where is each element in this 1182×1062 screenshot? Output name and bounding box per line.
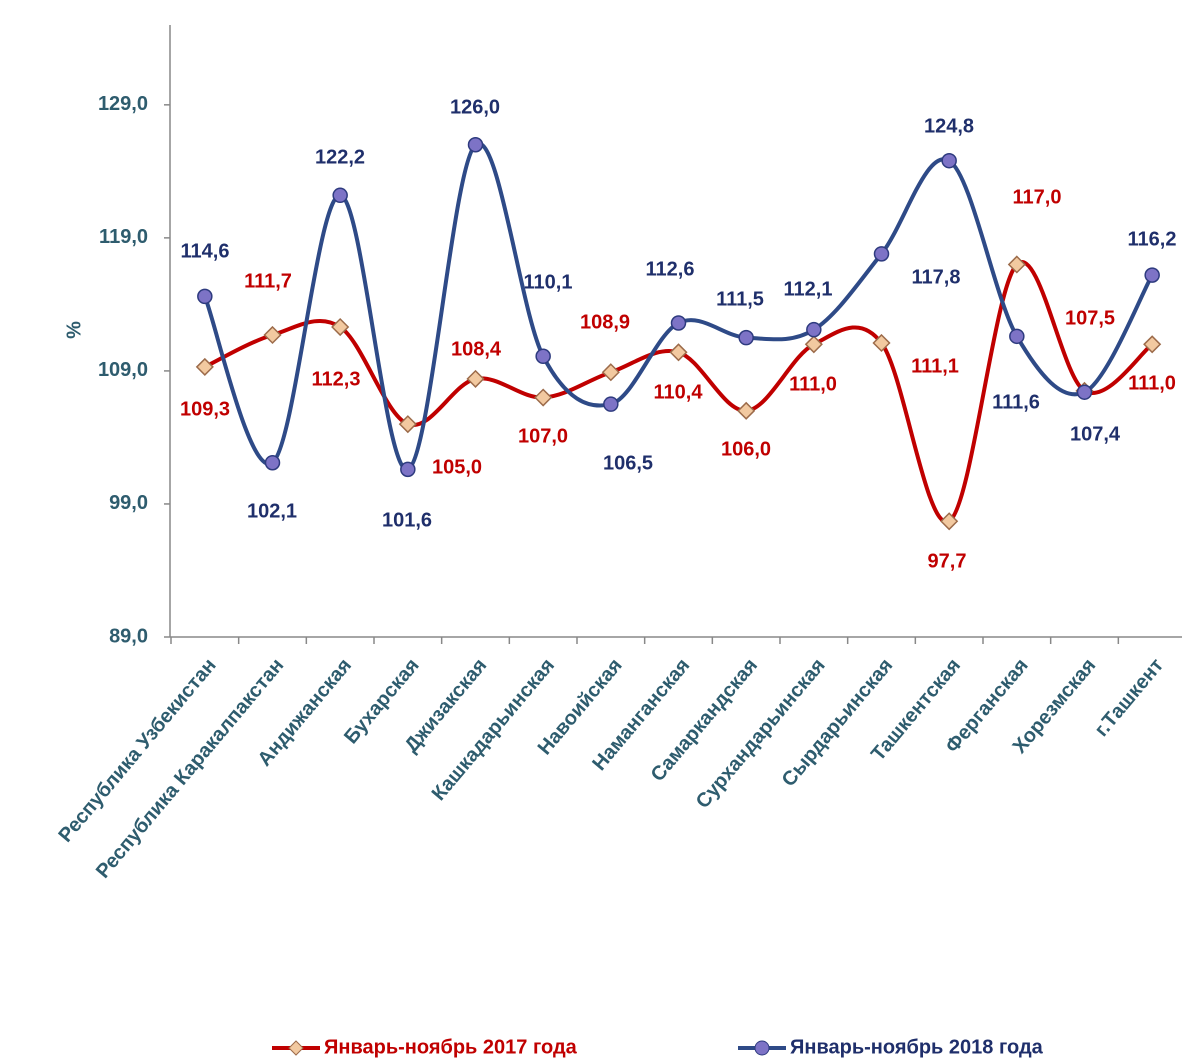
data-label: 106,5 [603,452,653,474]
legend-label: Январь-ноябрь 2017 года [324,1036,578,1058]
marker [601,363,620,382]
data-label: 97,7 [928,550,967,572]
data-label: 110,4 [654,381,704,403]
data-label: 111,5 [716,288,764,310]
marker [400,461,416,478]
data-label: 111,7 [244,270,292,292]
data-label: 112,3 [312,368,361,390]
marker [669,343,688,362]
data-label: 112,1 [784,278,833,300]
data-label: 105,0 [432,456,482,478]
marker [263,325,282,345]
marker [738,329,754,346]
marker [535,348,551,365]
data-label: 111,1 [911,355,959,377]
y-tick-label: 119,0 [99,226,148,248]
marker [1076,384,1093,400]
data-label: 124,8 [924,115,974,137]
y-tick-label: 129,0 [98,93,148,115]
data-label: 101,6 [382,509,432,531]
data-label: 111,0 [1128,372,1176,394]
data-label: 108,9 [580,311,630,333]
legend-label: Январь-ноябрь 2018 года [790,1036,1044,1058]
data-label: 108,4 [451,338,502,360]
data-label: 111,0 [789,373,837,395]
legend-marker [288,1040,304,1056]
marker [1144,267,1160,283]
marker [670,315,687,331]
data-label: 102,1 [247,500,297,522]
data-label: 109,3 [180,398,230,420]
y-tick-label: 89,0 [109,625,148,647]
marker [264,454,281,471]
data-label: 111,6 [992,391,1040,413]
x-tick-label: г.Ташкент [1091,654,1169,741]
marker [603,396,619,412]
data-label: 114,6 [181,240,230,262]
marker [737,401,756,420]
marker [331,317,350,337]
data-label: 117,0 [1013,186,1062,208]
marker [466,369,485,388]
data-label: 126,0 [450,96,500,118]
y-tick-label: 99,0 [109,492,148,514]
data-label: 107,0 [518,425,568,447]
marker [467,136,484,153]
x-tick-label: Сурхандарьинская [692,654,830,812]
data-label: 107,4 [1070,423,1121,445]
y-tick-label: 109,0 [98,359,148,381]
y-axis-label: % [63,321,85,339]
marker [197,288,213,305]
marker [804,335,823,354]
marker [195,357,214,376]
marker [1143,335,1162,354]
marker [1009,328,1025,345]
marker [534,388,553,407]
legend-marker [754,1040,770,1056]
data-label: 110,1 [524,271,573,293]
x-tick-label: Кашкадарьинская [428,654,559,805]
marker [398,415,417,434]
marker [872,333,891,353]
marker [332,187,348,204]
data-label: 112,6 [646,258,695,280]
marker [806,321,822,338]
data-label: 107,5 [1065,307,1115,329]
marker [1007,255,1026,274]
data-label: 117,8 [912,266,961,288]
data-label: 106,0 [721,438,771,460]
marker [940,512,959,531]
marker [873,246,890,262]
marker [941,152,957,169]
data-label: 122,2 [315,146,365,168]
data-label: 116,2 [1128,228,1177,250]
